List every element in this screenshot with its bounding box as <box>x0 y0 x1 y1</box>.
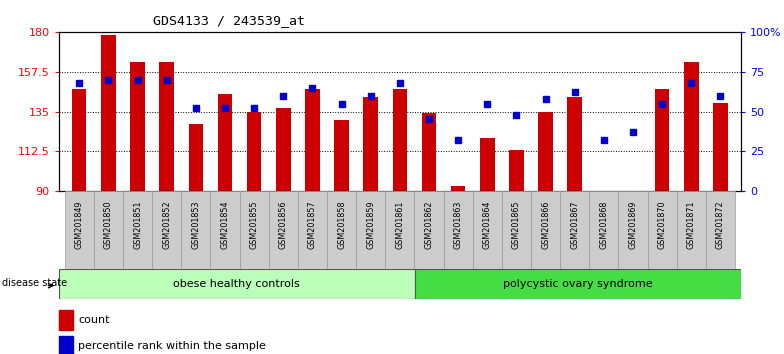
Text: GSM201853: GSM201853 <box>191 200 200 249</box>
Bar <box>218 94 232 191</box>
Bar <box>181 191 210 269</box>
Text: GSM201864: GSM201864 <box>483 200 492 249</box>
Text: GSM201852: GSM201852 <box>162 200 171 249</box>
Text: GSM201855: GSM201855 <box>249 200 259 249</box>
Text: GSM201861: GSM201861 <box>395 200 405 249</box>
Bar <box>305 88 320 191</box>
Bar <box>422 113 436 191</box>
Bar <box>159 62 174 191</box>
Bar <box>677 191 706 269</box>
Text: GSM201870: GSM201870 <box>658 200 666 249</box>
Text: GSM201850: GSM201850 <box>103 200 113 249</box>
Bar <box>590 191 619 269</box>
Text: GSM201851: GSM201851 <box>133 200 142 249</box>
Bar <box>269 191 298 269</box>
Bar <box>59 269 415 299</box>
Bar <box>480 138 495 191</box>
Text: GSM201849: GSM201849 <box>74 200 84 249</box>
Bar <box>444 191 473 269</box>
Bar <box>706 191 735 269</box>
Bar <box>327 191 356 269</box>
Text: GSM201869: GSM201869 <box>629 200 637 249</box>
Bar <box>240 191 269 269</box>
Bar <box>539 112 553 191</box>
Bar <box>64 191 94 269</box>
Bar <box>393 88 407 191</box>
Bar <box>684 62 699 191</box>
Text: GSM201857: GSM201857 <box>308 200 317 249</box>
Bar <box>72 88 86 191</box>
Bar <box>451 186 466 191</box>
Bar <box>356 191 385 269</box>
Text: obese healthy controls: obese healthy controls <box>173 279 300 289</box>
Text: GSM201863: GSM201863 <box>454 200 463 249</box>
Bar <box>568 97 582 191</box>
Bar <box>94 191 123 269</box>
Bar <box>334 120 349 191</box>
Text: percentile rank within the sample: percentile rank within the sample <box>78 341 266 351</box>
Text: GSM201866: GSM201866 <box>541 200 550 249</box>
Bar <box>509 150 524 191</box>
Bar <box>210 191 240 269</box>
Bar <box>152 191 181 269</box>
Text: disease state: disease state <box>2 278 67 287</box>
Bar <box>415 269 741 299</box>
Text: GSM201862: GSM201862 <box>424 200 434 249</box>
Bar <box>188 124 203 191</box>
Text: GSM201858: GSM201858 <box>337 200 346 249</box>
Bar <box>385 191 415 269</box>
Bar <box>298 191 327 269</box>
Text: polycystic ovary syndrome: polycystic ovary syndrome <box>503 279 652 289</box>
Bar <box>531 191 560 269</box>
Text: GSM201868: GSM201868 <box>600 200 608 249</box>
Text: GSM201867: GSM201867 <box>570 200 579 249</box>
Text: GSM201872: GSM201872 <box>716 200 725 249</box>
Bar <box>123 191 152 269</box>
Bar <box>130 62 145 191</box>
Bar <box>247 112 261 191</box>
Text: GDS4133 / 243539_at: GDS4133 / 243539_at <box>153 13 305 27</box>
Bar <box>59 310 73 330</box>
Bar <box>619 191 648 269</box>
Bar <box>502 191 531 269</box>
Bar <box>560 191 590 269</box>
Text: GSM201854: GSM201854 <box>220 200 230 249</box>
Text: count: count <box>78 315 110 325</box>
Bar <box>473 191 502 269</box>
Bar <box>713 103 728 191</box>
Text: GSM201871: GSM201871 <box>687 200 696 249</box>
Bar <box>101 35 115 191</box>
Text: GSM201859: GSM201859 <box>366 200 376 249</box>
Bar <box>648 191 677 269</box>
Bar <box>655 88 670 191</box>
Text: GSM201856: GSM201856 <box>279 200 288 249</box>
Text: GSM201865: GSM201865 <box>512 200 521 249</box>
Bar <box>59 336 73 354</box>
Bar <box>276 108 291 191</box>
Bar <box>364 97 378 191</box>
Bar <box>415 191 444 269</box>
